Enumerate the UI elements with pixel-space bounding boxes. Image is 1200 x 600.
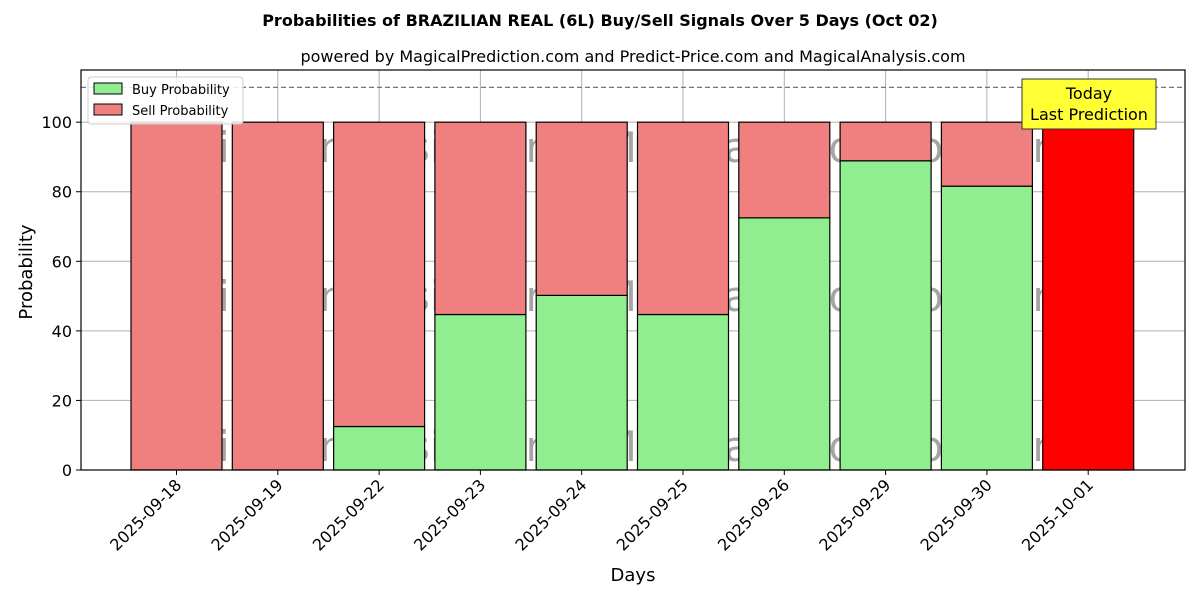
y-tick-label: 80 [52,183,72,202]
bar-buy-2025-09-30 [940,185,1034,471]
annotation-text: Today [1065,84,1112,103]
bar-buy-2025-09-26 [738,217,831,471]
x-tick-label: 2025-09-29 [815,475,894,554]
bar-sell-2025-09-29 [839,121,932,162]
y-tick-label: 40 [52,322,72,341]
legend-box [87,76,244,125]
x-tick-label: 2025-09-25 [613,475,692,554]
x-tick-label: 2025-09-18 [106,475,185,554]
bar-sell-2025-09-30 [940,121,1034,187]
bar-sell-2025-09-19 [231,121,324,471]
bar-buy-2025-09-23 [434,313,527,471]
bar-buy-2025-09-25 [636,313,730,471]
chart-subtitle: powered by MagicalPrediction.com and Pre… [300,47,965,66]
x-tick-label: 2025-09-26 [714,475,793,554]
bar-sell-2025-09-23 [434,121,527,316]
bar-sell-2025-10-01 [1042,121,1135,471]
bar-sell-2025-09-18 [130,121,223,471]
legend: Buy Probability Sell Probability [87,76,244,125]
bar-buy-2025-09-22 [333,425,426,471]
annotation-background [1021,78,1157,130]
chart-title: Probabilities of BRAZILIAN REAL (6L) Buy… [262,11,938,30]
bar-buy-2025-09-24 [535,294,628,471]
x-tick-label: 2025-09-19 [207,475,286,554]
bar-buy-2025-09-29 [839,160,932,471]
bar-layer [130,121,1135,471]
x-tick-label: 2025-10-01 [1018,475,1097,554]
bar-sell-2025-09-22 [333,121,426,428]
x-tick-label: 2025-09-30 [917,475,996,554]
y-axis-label: Probability [16,224,37,319]
plot-frame [80,69,1186,471]
x-tick-label: 2025-09-24 [511,475,590,554]
y-tick-label: 60 [52,252,72,271]
y-tick-label: 0 [62,461,72,480]
x-axis-label: Days [611,565,656,586]
y-tick-label: 20 [52,391,72,410]
y-tick-label: 100 [41,113,72,132]
x-tick-label: 2025-09-23 [410,475,489,554]
legend-swatch [93,103,123,116]
bar-sell-2025-09-26 [738,121,831,219]
legend-label: Buy Probability [132,83,230,98]
annotation-text: Last Prediction [1030,105,1148,124]
bar-sell-2025-09-24 [535,121,628,296]
annotation-box: Today Last Prediction [1021,78,1157,130]
bar-sell-2025-09-25 [636,121,730,316]
x-tick-label: 2025-09-22 [309,475,388,554]
legend-swatch [93,82,123,95]
legend-label: Sell Probability [132,104,229,119]
